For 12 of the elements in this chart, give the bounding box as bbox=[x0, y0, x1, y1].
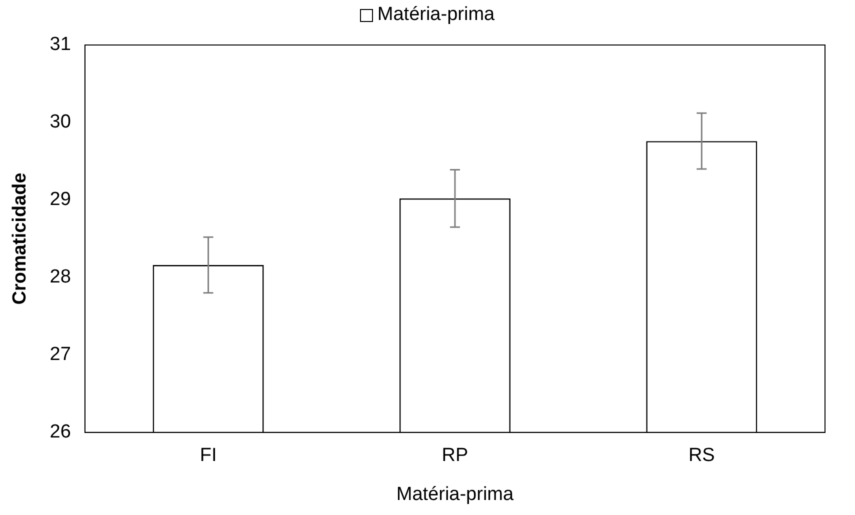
y-axis-title: Cromaticidade bbox=[10, 172, 31, 305]
y-tick-label: 30 bbox=[50, 112, 71, 133]
y-tick-label: 31 bbox=[50, 34, 71, 56]
x-tick-label: RS bbox=[688, 445, 715, 466]
y-tick-label: 26 bbox=[50, 422, 71, 443]
y-tick-label: 28 bbox=[50, 266, 71, 288]
x-tick-label: RP bbox=[442, 445, 468, 466]
y-tick-label: 29 bbox=[50, 189, 71, 210]
x-tick-label: FI bbox=[200, 445, 217, 466]
x-axis-title: Matéria-prima bbox=[396, 484, 514, 505]
text: Matéria-prima bbox=[377, 4, 495, 26]
y-tick-label: 27 bbox=[50, 344, 71, 366]
